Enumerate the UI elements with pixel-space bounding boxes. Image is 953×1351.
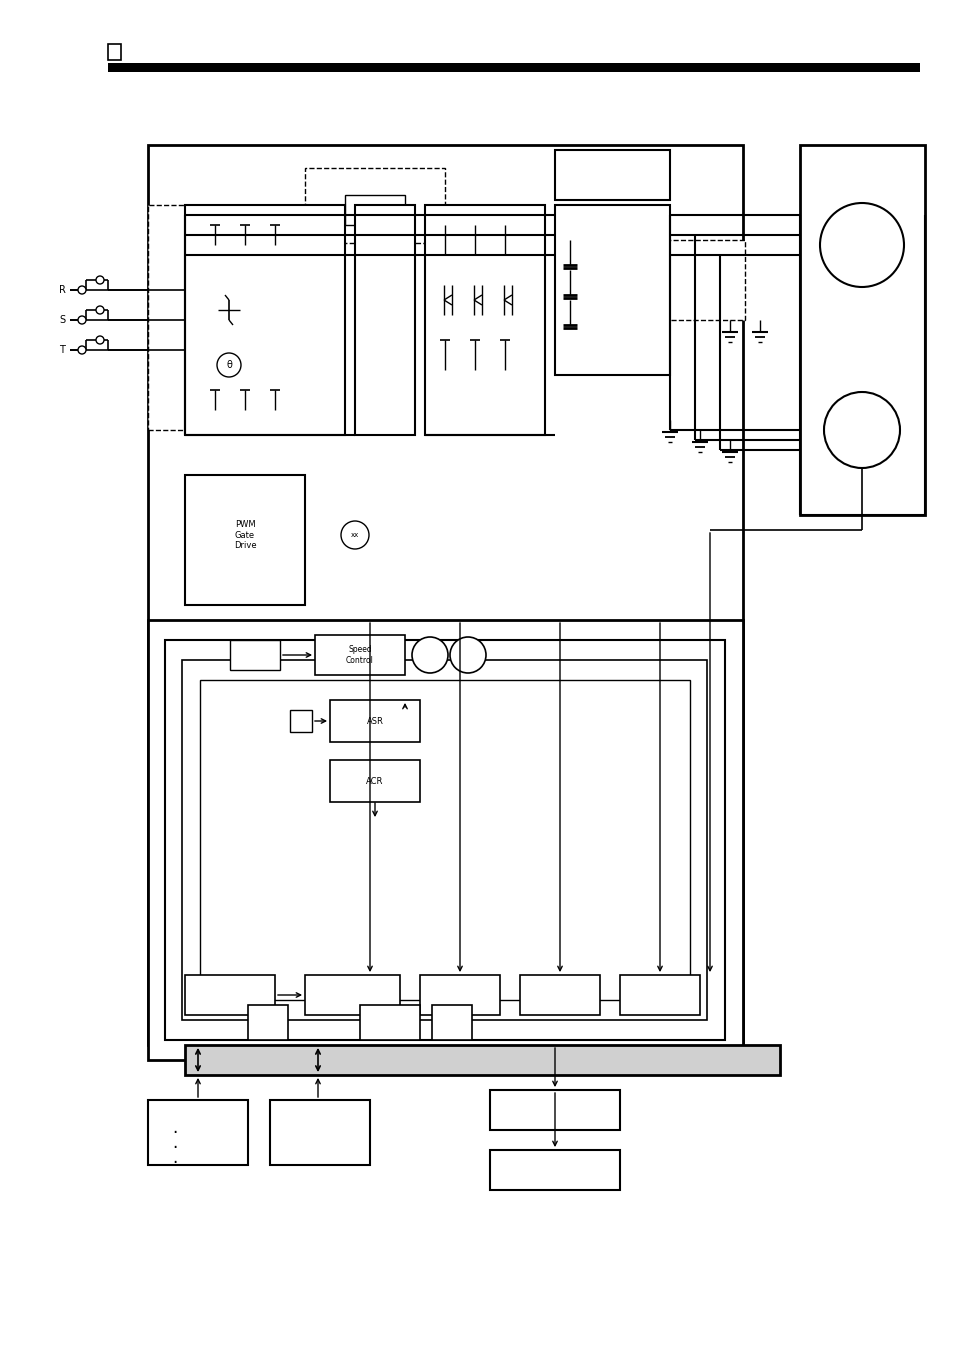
Text: ·: ·	[172, 1139, 177, 1156]
Bar	[148, 205, 263, 430]
Text: θ: θ	[226, 359, 232, 370]
Circle shape	[96, 336, 104, 345]
Text: T: T	[59, 345, 65, 355]
Bar	[200, 680, 689, 1000]
Circle shape	[78, 316, 86, 324]
Bar	[248, 1005, 288, 1040]
Bar	[182, 661, 706, 1020]
Circle shape	[823, 392, 899, 467]
Bar	[148, 620, 742, 1061]
Text: ACR: ACR	[366, 777, 383, 785]
Text: xx: xx	[351, 532, 358, 538]
Polygon shape	[270, 226, 280, 240]
Bar	[555, 150, 669, 200]
Text: R: R	[58, 285, 66, 295]
Bar	[490, 1090, 619, 1129]
Bar	[490, 1150, 619, 1190]
Bar	[419, 975, 499, 1015]
Text: ·: ·	[172, 1124, 177, 1142]
Bar	[185, 1046, 780, 1075]
Circle shape	[96, 276, 104, 284]
Circle shape	[820, 203, 903, 286]
Bar	[185, 975, 274, 1015]
Bar	[619, 975, 700, 1015]
Polygon shape	[210, 226, 220, 240]
Polygon shape	[439, 240, 450, 255]
Text: S: S	[59, 315, 65, 326]
Bar	[108, 45, 121, 59]
Circle shape	[412, 638, 448, 673]
Circle shape	[78, 346, 86, 354]
Bar	[230, 640, 280, 670]
Polygon shape	[470, 340, 479, 355]
Circle shape	[216, 353, 241, 377]
Polygon shape	[499, 340, 510, 355]
Bar	[290, 711, 312, 732]
Text: PWM
Gate
Drive: PWM Gate Drive	[233, 520, 256, 550]
Bar	[108, 63, 919, 72]
Bar	[555, 205, 669, 376]
Bar	[148, 145, 742, 1046]
Bar	[330, 700, 419, 742]
Bar	[185, 476, 305, 605]
Bar	[432, 1005, 472, 1040]
Bar	[355, 205, 415, 435]
Text: Speed
Control: Speed Control	[346, 646, 374, 665]
Bar	[270, 1100, 370, 1165]
Polygon shape	[270, 390, 280, 405]
Bar	[185, 205, 345, 435]
Polygon shape	[240, 226, 250, 240]
Bar	[800, 145, 924, 515]
Circle shape	[78, 286, 86, 295]
Circle shape	[450, 638, 485, 673]
Bar	[589, 240, 744, 320]
Bar	[314, 635, 405, 676]
Polygon shape	[210, 390, 220, 405]
Bar	[345, 195, 405, 226]
Circle shape	[96, 305, 104, 313]
Bar	[330, 761, 419, 802]
Bar	[305, 168, 444, 243]
Bar	[519, 975, 599, 1015]
Bar	[424, 205, 544, 435]
Bar	[305, 975, 399, 1015]
Polygon shape	[470, 240, 479, 255]
Bar	[359, 1005, 419, 1040]
Polygon shape	[240, 390, 250, 405]
Circle shape	[340, 521, 369, 549]
Text: ASR: ASR	[366, 716, 383, 725]
Bar	[165, 640, 724, 1040]
Text: ·: ·	[172, 1154, 177, 1173]
Bar	[148, 1100, 248, 1165]
Polygon shape	[439, 340, 450, 355]
Polygon shape	[499, 240, 510, 255]
